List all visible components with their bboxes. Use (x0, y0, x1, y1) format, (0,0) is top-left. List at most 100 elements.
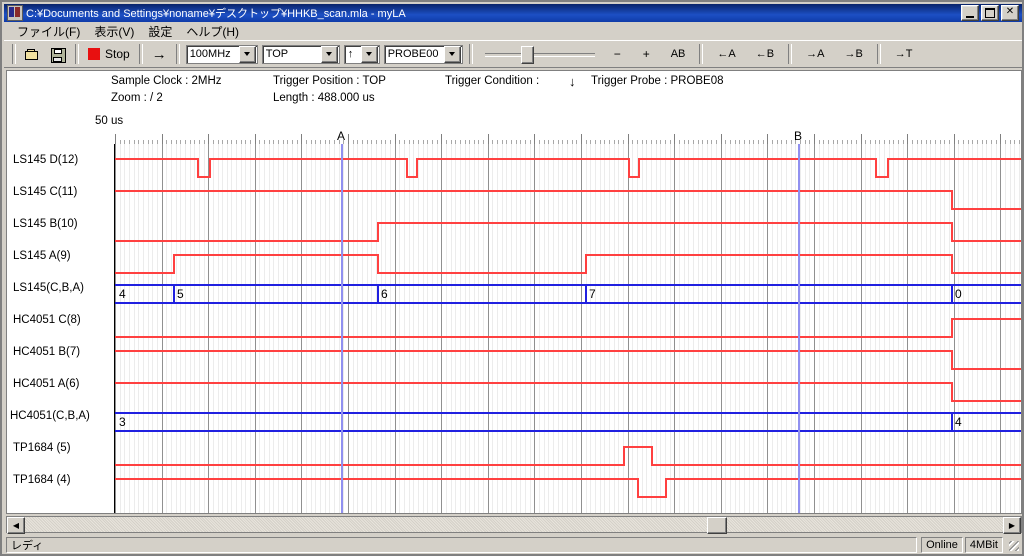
ruler-minor-tick (665, 140, 666, 144)
grid-line-minor (236, 144, 237, 513)
scrollbar-track[interactable] (25, 517, 1003, 534)
scrollbar-thumb[interactable] (707, 517, 727, 534)
grid-line-minor (772, 144, 773, 513)
slider-thumb[interactable] (520, 46, 534, 64)
goto-trigger-button[interactable]: →T (885, 43, 922, 65)
ruler-minor-tick (548, 140, 549, 144)
ruler-minor-tick (143, 140, 144, 144)
grid-line-minor (618, 144, 619, 513)
grid-line-minor (837, 144, 838, 513)
grid-line-major (534, 144, 535, 513)
chevron-down-icon[interactable] (443, 45, 461, 63)
waveform-plot[interactable]: 4 5 6 7 0 3 4 (115, 144, 1021, 513)
trigger-position-select[interactable]: TOP (261, 44, 340, 64)
chevron-down-icon[interactable] (238, 45, 256, 63)
menu-item-help[interactable]: ヘルプ(H) (186, 24, 240, 39)
zoom-slider[interactable] (484, 44, 595, 64)
minus-icon: − (613, 47, 621, 61)
grid-line-minor (716, 144, 717, 513)
ruler-major-tick (814, 134, 815, 144)
scroll-left-button[interactable]: ◀ (7, 517, 25, 534)
toolbar-separator (138, 44, 143, 64)
capture-info-panel: Sample Clock : 2MHz Zoom : / 2 Trigger P… (7, 71, 1021, 113)
grid-line-minor (795, 144, 796, 513)
cursor-line-b[interactable] (798, 144, 800, 513)
grid-line-minor (231, 144, 232, 513)
stop-button[interactable]: Stop (84, 43, 134, 65)
chevron-down-icon[interactable] (360, 45, 378, 63)
close-button[interactable]: ✕ (1001, 5, 1019, 21)
save-file-button[interactable] (47, 43, 70, 65)
arrow-left-a-icon: ←A (717, 48, 736, 60)
minimize-button[interactable] (961, 5, 979, 21)
signal-level-segment (585, 254, 951, 256)
trigger-probe-select[interactable]: PROBE00 (383, 44, 463, 64)
grid-line-minor (651, 144, 652, 513)
grid-line-minor (670, 144, 671, 513)
horizontal-scrollbar[interactable]: ◀ ▶ (6, 516, 1022, 534)
next-b-button[interactable]: →B (835, 43, 872, 65)
ruler-minor-tick (287, 140, 288, 144)
grid-line-minor (912, 144, 913, 513)
length-info: Length : 488.000 us (273, 92, 375, 104)
cursor-line-a[interactable] (341, 144, 343, 513)
menu-item-view[interactable]: 表示(V) (94, 24, 135, 39)
zoom-ab-button[interactable]: AB (661, 43, 695, 65)
ruler-minor-tick (399, 140, 400, 144)
ruler-minor-tick (786, 140, 787, 144)
ruler-minor-tick (446, 140, 447, 144)
grid-line-minor (982, 144, 983, 513)
ruler-minor-tick (688, 140, 689, 144)
ruler-minor-tick (437, 140, 438, 144)
open-file-button[interactable] (21, 43, 45, 65)
maximize-button[interactable] (981, 5, 999, 21)
sample-clock-select[interactable]: 100MHz (185, 44, 258, 64)
grid-line-minor (427, 144, 428, 513)
arrow-right-b-icon: →B (844, 48, 863, 60)
ruler-minor-tick (292, 140, 293, 144)
grid-line-minor (315, 144, 316, 513)
ruler-minor-tick (660, 140, 661, 144)
grid-line-minor (185, 144, 186, 513)
chevron-down-icon[interactable] (320, 45, 338, 63)
grid-line-minor (991, 144, 992, 513)
grid-line-minor (306, 144, 307, 513)
resize-grip-icon[interactable] (1006, 538, 1020, 552)
signal-edge (887, 158, 889, 178)
trigger-edge-select[interactable]: ↑ (343, 44, 380, 64)
signal-level-segment (951, 240, 1021, 242)
ruler-minor-tick (474, 140, 475, 144)
prev-b-button[interactable]: ←B (746, 43, 784, 65)
prev-a-button[interactable]: ←A (708, 43, 745, 65)
menu-item-file[interactable]: ファイル(F) (17, 24, 81, 39)
menu-item-settings[interactable]: 設定 (148, 24, 173, 39)
grid-line-minor (609, 144, 610, 513)
grid-line-major (162, 144, 163, 513)
next-a-button[interactable]: →A (797, 43, 834, 65)
scroll-right-button[interactable]: ▶ (1003, 517, 1021, 534)
toolbar-separator (699, 44, 704, 64)
ruler-minor-tick (264, 140, 265, 144)
grid-line-minor (996, 144, 997, 513)
channel-label-column: LS145 D(12) LS145 C(11) LS145 B(10) LS14… (7, 144, 115, 513)
signal-level-segment (115, 240, 377, 242)
ruler-major-tick (395, 134, 396, 144)
ruler-minor-tick (409, 140, 410, 144)
grid-line-minor (1014, 144, 1015, 513)
ruler-minor-tick (595, 140, 596, 144)
grid-line-minor (469, 144, 470, 513)
run-button[interactable]: → (147, 43, 171, 65)
ruler-minor-tick (702, 140, 703, 144)
ruler-minor-tick (986, 140, 987, 144)
signal-level-segment (173, 254, 377, 256)
zoom-out-button[interactable]: − (603, 43, 631, 65)
ruler-minor-tick (711, 140, 712, 144)
ruler-minor-tick (478, 140, 479, 144)
signal-edge (951, 350, 953, 370)
grid-line-minor (157, 144, 158, 513)
grid-line-minor (917, 144, 918, 513)
bus-transition (585, 284, 587, 304)
zoom-in-button[interactable]: + (632, 43, 660, 65)
toolbar-separator (175, 44, 180, 64)
